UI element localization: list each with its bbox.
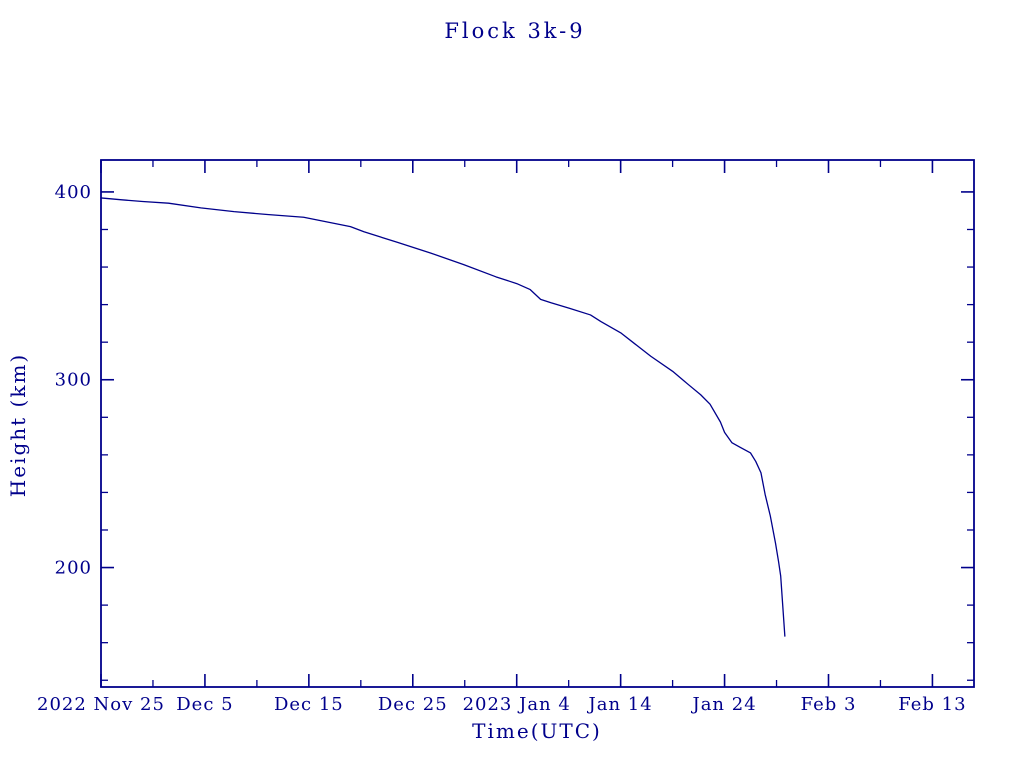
x-tick-label: 2023 Jan 4 (463, 694, 571, 715)
data-series (100, 197, 786, 637)
plot-frame (100, 159, 975, 688)
y-tick-label: 300 (55, 370, 92, 391)
y-axis-title: Height (km) (6, 353, 30, 497)
x-tick-label: Jan 24 (690, 694, 756, 715)
tick-labels: 2022 Nov 25 Dec 5 Dec 15 Dec 25 2023 Jan 4 Ja… (37, 182, 966, 715)
x-tick-label: Feb 13 (898, 694, 966, 715)
x-tick-label: Dec 25 (378, 694, 448, 715)
x-tick-label: Feb 3 (801, 694, 857, 715)
y-tick-label: 400 (55, 182, 92, 203)
x-axis-title: Time(UTC) (472, 719, 602, 743)
plot-border (100, 159, 975, 688)
height-decay-curve (100, 197, 786, 637)
x-tick-label: Dec 5 (176, 694, 233, 715)
x-tick-label: 2022 Nov 25 (37, 694, 165, 715)
axis-ticks (100, 160, 974, 687)
y-tick-label: 200 (55, 558, 92, 579)
x-tick-label: Jan 14 (587, 694, 653, 715)
chart-title: Flock 3k-9 (444, 19, 585, 43)
x-tick-label: Dec 15 (274, 694, 344, 715)
